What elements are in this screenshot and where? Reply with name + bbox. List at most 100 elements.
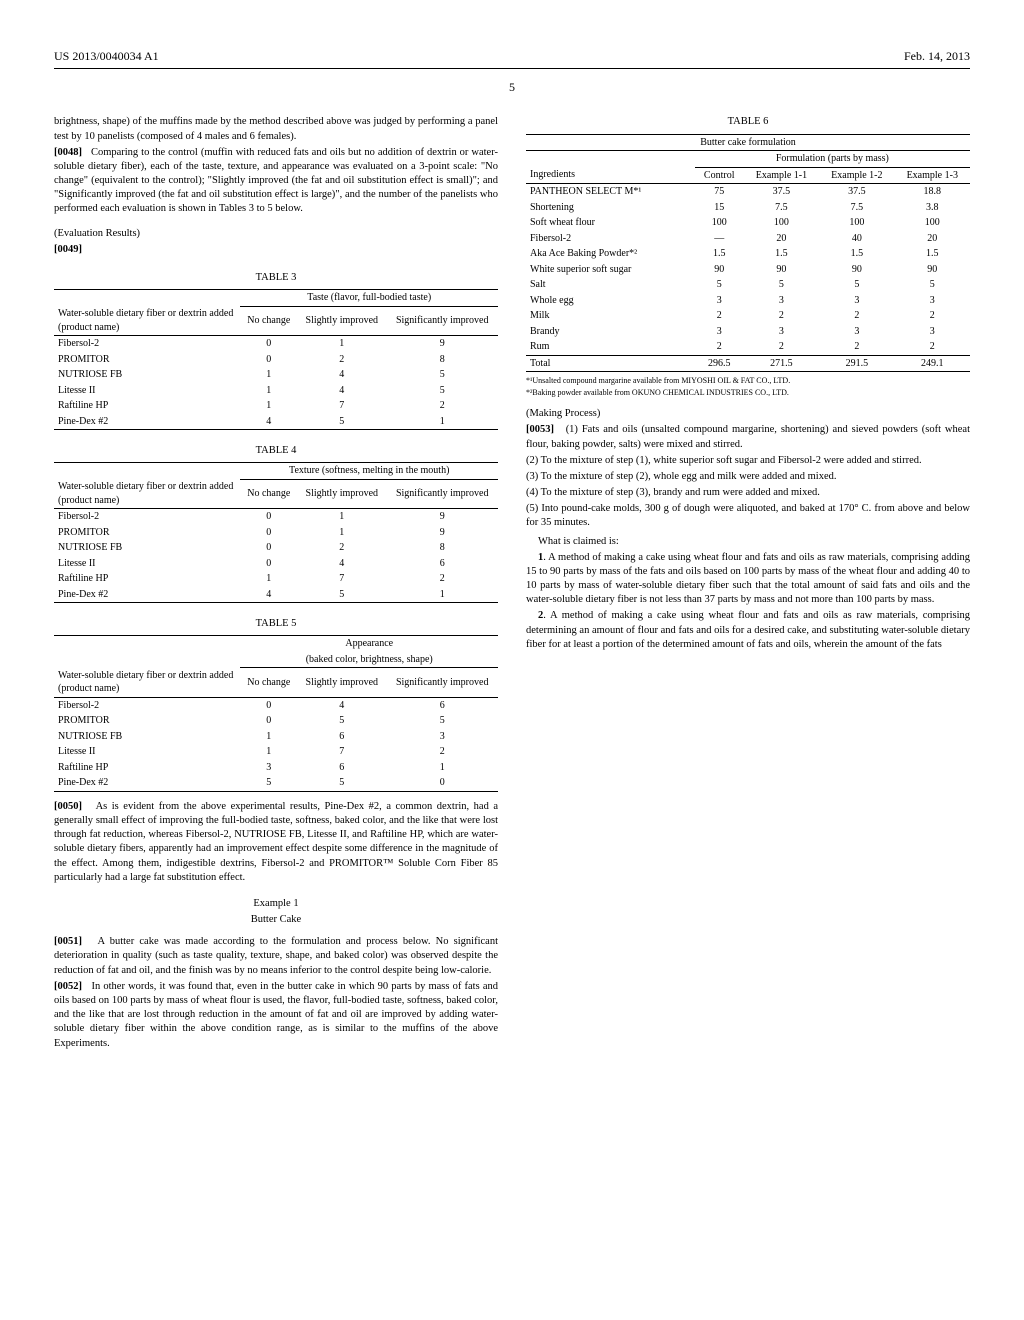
para-0049: [0049] bbox=[54, 243, 498, 257]
table-3-title: TABLE 3 bbox=[54, 271, 498, 285]
cell: Litesse II bbox=[54, 383, 240, 399]
table-row: Shortening157.57.53.8 bbox=[526, 200, 970, 216]
col-header: Slightly improved bbox=[297, 668, 386, 698]
cell: 3 bbox=[819, 324, 894, 340]
cell: Aka Ace Baking Powder*² bbox=[526, 246, 695, 262]
cell: Pine-Dex #2 bbox=[54, 775, 240, 791]
cell: 7 bbox=[297, 571, 386, 587]
table-row: NUTRIOSE FB145 bbox=[54, 367, 498, 383]
cell: NUTRIOSE FB bbox=[54, 729, 240, 745]
cell: Raftiline HP bbox=[54, 398, 240, 414]
table-row: Fibersol-2—204020 bbox=[526, 231, 970, 247]
table-6-sub: Butter cake formulation bbox=[526, 134, 970, 151]
table-row: Pine-Dex #2451 bbox=[54, 414, 498, 430]
cell: 3 bbox=[386, 729, 498, 745]
table-row: Litesse II172 bbox=[54, 744, 498, 760]
col-header: Significantly improved bbox=[386, 306, 498, 336]
cell: 1 bbox=[240, 383, 297, 399]
table-row: Milk2222 bbox=[526, 308, 970, 324]
table-5-block: TABLE 5 Appearance (baked color, brightn… bbox=[54, 617, 498, 792]
cell: 2 bbox=[744, 339, 819, 355]
table-row: Litesse II145 bbox=[54, 383, 498, 399]
cell: 5 bbox=[895, 277, 970, 293]
cell: 4 bbox=[297, 367, 386, 383]
cell: 5 bbox=[297, 587, 386, 603]
cell: 9 bbox=[386, 336, 498, 352]
cell: 0 bbox=[240, 336, 297, 352]
total-val: 291.5 bbox=[819, 355, 894, 372]
cell: 90 bbox=[819, 262, 894, 278]
table-row: NUTRIOSE FB163 bbox=[54, 729, 498, 745]
cell: 2 bbox=[744, 308, 819, 324]
cell: 1 bbox=[297, 509, 386, 525]
table-row: PROMITOR055 bbox=[54, 713, 498, 729]
table-row: Fibersol-2046 bbox=[54, 697, 498, 713]
cell: 7.5 bbox=[744, 200, 819, 216]
cell: 2 bbox=[819, 339, 894, 355]
cell: Fibersol-2 bbox=[526, 231, 695, 247]
cell: 3 bbox=[744, 293, 819, 309]
para-0052: [0052] In other words, it was found that… bbox=[54, 980, 498, 1051]
cell: 9 bbox=[386, 525, 498, 541]
cell: White superior soft sugar bbox=[526, 262, 695, 278]
cell: 15 bbox=[695, 200, 744, 216]
total-val: 271.5 bbox=[744, 355, 819, 372]
col-header: Example 1-1 bbox=[744, 167, 819, 184]
table-row: Whole egg3333 bbox=[526, 293, 970, 309]
cell: 1 bbox=[240, 729, 297, 745]
col-header: Example 1-2 bbox=[819, 167, 894, 184]
table-4-title: TABLE 4 bbox=[54, 444, 498, 458]
col-header: Significantly improved bbox=[386, 668, 498, 698]
cell: 0 bbox=[240, 509, 297, 525]
cell: 6 bbox=[297, 760, 386, 776]
total-val: 296.5 bbox=[695, 355, 744, 372]
cell: 3 bbox=[895, 293, 970, 309]
cell: 90 bbox=[695, 262, 744, 278]
cell: 0 bbox=[240, 540, 297, 556]
cell: 3 bbox=[695, 293, 744, 309]
table-6-footnote-1: *¹Unsalted compound margarine available … bbox=[526, 376, 970, 386]
cell: 1 bbox=[386, 760, 498, 776]
col-header: No change bbox=[240, 306, 297, 336]
cell: 5 bbox=[297, 775, 386, 791]
cell: 0 bbox=[386, 775, 498, 791]
cell: PROMITOR bbox=[54, 352, 240, 368]
table-3-group: Taste (flavor, full-bodied taste) bbox=[240, 290, 498, 307]
cell: 20 bbox=[744, 231, 819, 247]
table-row: PROMITOR028 bbox=[54, 352, 498, 368]
cell: 2 bbox=[386, 744, 498, 760]
cell: 100 bbox=[819, 215, 894, 231]
cell: 3 bbox=[744, 324, 819, 340]
para-0047-cont: brightness, shape) of the muffins made b… bbox=[54, 115, 498, 143]
cell: 1 bbox=[240, 398, 297, 414]
table-5: Appearance (baked color, brightness, sha… bbox=[54, 635, 498, 792]
table-row: Pine-Dex #2550 bbox=[54, 775, 498, 791]
table-5-group-b: (baked color, brightness, shape) bbox=[240, 652, 498, 668]
claim-1: 1. A method of making a cake using wheat… bbox=[526, 551, 970, 608]
col-header: Slightly improved bbox=[297, 479, 386, 509]
cell: Pine-Dex #2 bbox=[54, 414, 240, 430]
table-6-block: TABLE 6 Butter cake formulation Formulat… bbox=[526, 115, 970, 397]
table-row: Pine-Dex #2451 bbox=[54, 587, 498, 603]
col-header: Water-soluble dietary fiber or dextrin a… bbox=[54, 479, 240, 509]
cell: — bbox=[695, 231, 744, 247]
cell: 5 bbox=[386, 713, 498, 729]
para-0051: [0051] A butter cake was made according … bbox=[54, 935, 498, 978]
col-header: Ingredients bbox=[526, 167, 695, 184]
cell: 2 bbox=[895, 308, 970, 324]
cell: 7 bbox=[297, 398, 386, 414]
total-label: Total bbox=[526, 355, 695, 372]
cell: Litesse II bbox=[54, 744, 240, 760]
cell: 5 bbox=[819, 277, 894, 293]
cell: Milk bbox=[526, 308, 695, 324]
table-row: Litesse II046 bbox=[54, 556, 498, 572]
table-6: Butter cake formulation Formulation (par… bbox=[526, 134, 970, 373]
table-4-block: TABLE 4 Texture (softness, melting in th… bbox=[54, 444, 498, 603]
cell: 6 bbox=[386, 556, 498, 572]
process-step-2: (2) To the mixture of step (1), white su… bbox=[526, 454, 970, 468]
cell: 2 bbox=[297, 352, 386, 368]
cell: 2 bbox=[297, 540, 386, 556]
cell: Pine-Dex #2 bbox=[54, 587, 240, 603]
para-num: [0051] bbox=[54, 936, 82, 947]
col-header: Water-soluble dietary fiber or dextrin a… bbox=[54, 306, 240, 336]
